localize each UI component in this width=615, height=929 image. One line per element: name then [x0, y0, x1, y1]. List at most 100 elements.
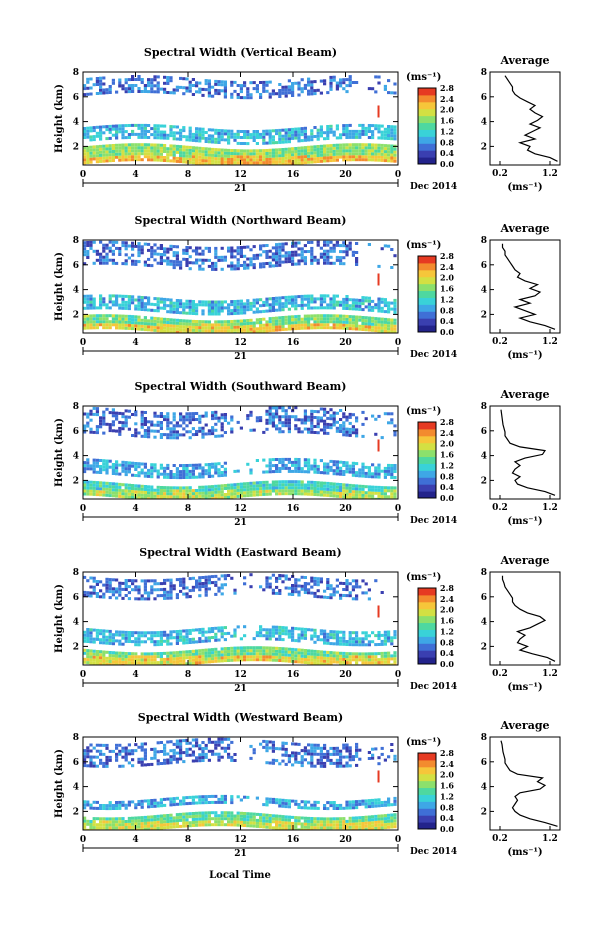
- heatmap-cell: [271, 652, 275, 656]
- heatmap-cell: [172, 318, 176, 322]
- heatmap-cell: [284, 85, 288, 89]
- heatmap-cell: [118, 432, 122, 436]
- heatmap-cell: [355, 658, 359, 662]
- heatmap-cell: [268, 649, 272, 653]
- heatmap-cell: [188, 267, 192, 271]
- heatmap-cell: [191, 155, 195, 159]
- heatmap-cell: [275, 655, 279, 659]
- heatmap-cell: [377, 475, 381, 479]
- heatmap-cell: [131, 652, 135, 656]
- heatmap-cell: [367, 155, 371, 159]
- heatmap-cell: [278, 157, 282, 161]
- heatmap-cell: [380, 469, 384, 473]
- heatmap-cell: [124, 149, 128, 153]
- heatmap-cell: [175, 660, 179, 664]
- heatmap-cell: [124, 579, 128, 582]
- heatmap-cell: [204, 423, 208, 427]
- heatmap-cell: [121, 633, 125, 637]
- heatmap-cell: [291, 298, 295, 302]
- heatmap-cell: [233, 158, 237, 162]
- heatmap-cell: [323, 659, 327, 663]
- heatmap-cell: [300, 654, 304, 658]
- date-label: 21: [234, 518, 247, 528]
- heatmap-cell: [342, 495, 346, 499]
- heatmap-cell: [201, 127, 205, 131]
- heatmap-cell: [326, 326, 330, 330]
- heatmap-cell: [297, 458, 301, 461]
- heatmap-cell: [230, 83, 234, 87]
- heatmap-cell: [195, 130, 199, 134]
- heatmap-cell: [294, 127, 298, 131]
- heatmap-cell: [102, 303, 106, 307]
- heatmap-cell: [182, 476, 186, 479]
- heatmap-cell: [243, 245, 247, 249]
- heatmap-cell: [172, 134, 176, 138]
- heatmap-cell: [358, 496, 362, 499]
- heatmap-cell: [332, 243, 336, 247]
- heatmap-cell: [102, 465, 106, 469]
- heatmap-cell: [163, 81, 167, 85]
- heatmap-cell: [335, 294, 339, 298]
- heatmap-cell: [166, 256, 170, 260]
- heatmap-cell: [390, 307, 394, 311]
- heatmap-cell: [239, 90, 243, 94]
- heatmap-cell: [294, 415, 298, 419]
- heatmap-cell: [335, 87, 339, 91]
- heatmap-cell: [275, 464, 279, 467]
- heatmap-cell: [236, 652, 240, 656]
- heatmap-cell: [211, 267, 215, 271]
- heatmap-cell: [105, 407, 109, 411]
- heatmap-cell: [313, 154, 317, 158]
- heatmap-cell: [335, 127, 339, 131]
- heatmap-cell: [310, 148, 314, 152]
- colorbar-swatch: [418, 269, 436, 278]
- heatmap-cell: [140, 493, 144, 497]
- heatmap-cell: [329, 660, 333, 664]
- heatmap-cell: [217, 132, 221, 135]
- xtick-label: 12: [234, 504, 247, 514]
- heatmap-cell: [387, 144, 391, 148]
- ytick-label: 8: [73, 402, 79, 412]
- heatmap-cell: [99, 258, 103, 262]
- heatmap-cell: [300, 636, 304, 640]
- heatmap-cell: [374, 634, 378, 638]
- heatmap-cell: [185, 145, 189, 149]
- heatmap-cell: [355, 661, 359, 665]
- heatmap-cell: [367, 158, 371, 162]
- heatmap-cell: [223, 163, 227, 165]
- heatmap-cell: [294, 480, 298, 484]
- heatmap-cell: [259, 96, 263, 99]
- heatmap-cell: [335, 314, 339, 318]
- heatmap-cell: [239, 142, 243, 145]
- heatmap-cell: [108, 147, 112, 151]
- heatmap-cell: [297, 654, 301, 658]
- heatmap-cell: [364, 325, 368, 329]
- heatmap-cell: [297, 161, 301, 165]
- heatmap-cell: [195, 81, 199, 85]
- heatmap-cell: [319, 595, 323, 599]
- ytick-label: 6: [73, 427, 79, 437]
- heatmap-cell: [137, 90, 141, 93]
- heatmap-cell: [284, 91, 288, 95]
- heatmap-cell: [329, 630, 333, 634]
- heatmap-cell: [166, 156, 170, 160]
- heatmap-cell: [252, 637, 256, 641]
- heatmap-cell: [291, 653, 295, 657]
- heatmap-cell: [140, 579, 144, 583]
- heatmap-cell: [326, 635, 330, 639]
- heatmap-cell: [127, 467, 131, 471]
- heatmap-cell: [310, 154, 314, 158]
- heatmap-cell: [278, 634, 282, 638]
- heatmap-cell: [127, 461, 131, 465]
- heatmap-cell: [188, 662, 192, 665]
- heatmap-cell: [358, 658, 362, 662]
- heatmap-cell: [169, 134, 173, 138]
- profile-ytick-label: 8: [481, 68, 487, 78]
- heatmap-cell: [371, 640, 375, 644]
- heatmap-cell: [278, 480, 282, 484]
- heatmap-cell: [185, 328, 189, 332]
- heatmap-cell: [95, 134, 99, 138]
- heatmap-cell: [182, 659, 186, 663]
- heatmap-cell: [303, 421, 307, 425]
- heatmap-cell: [99, 150, 103, 154]
